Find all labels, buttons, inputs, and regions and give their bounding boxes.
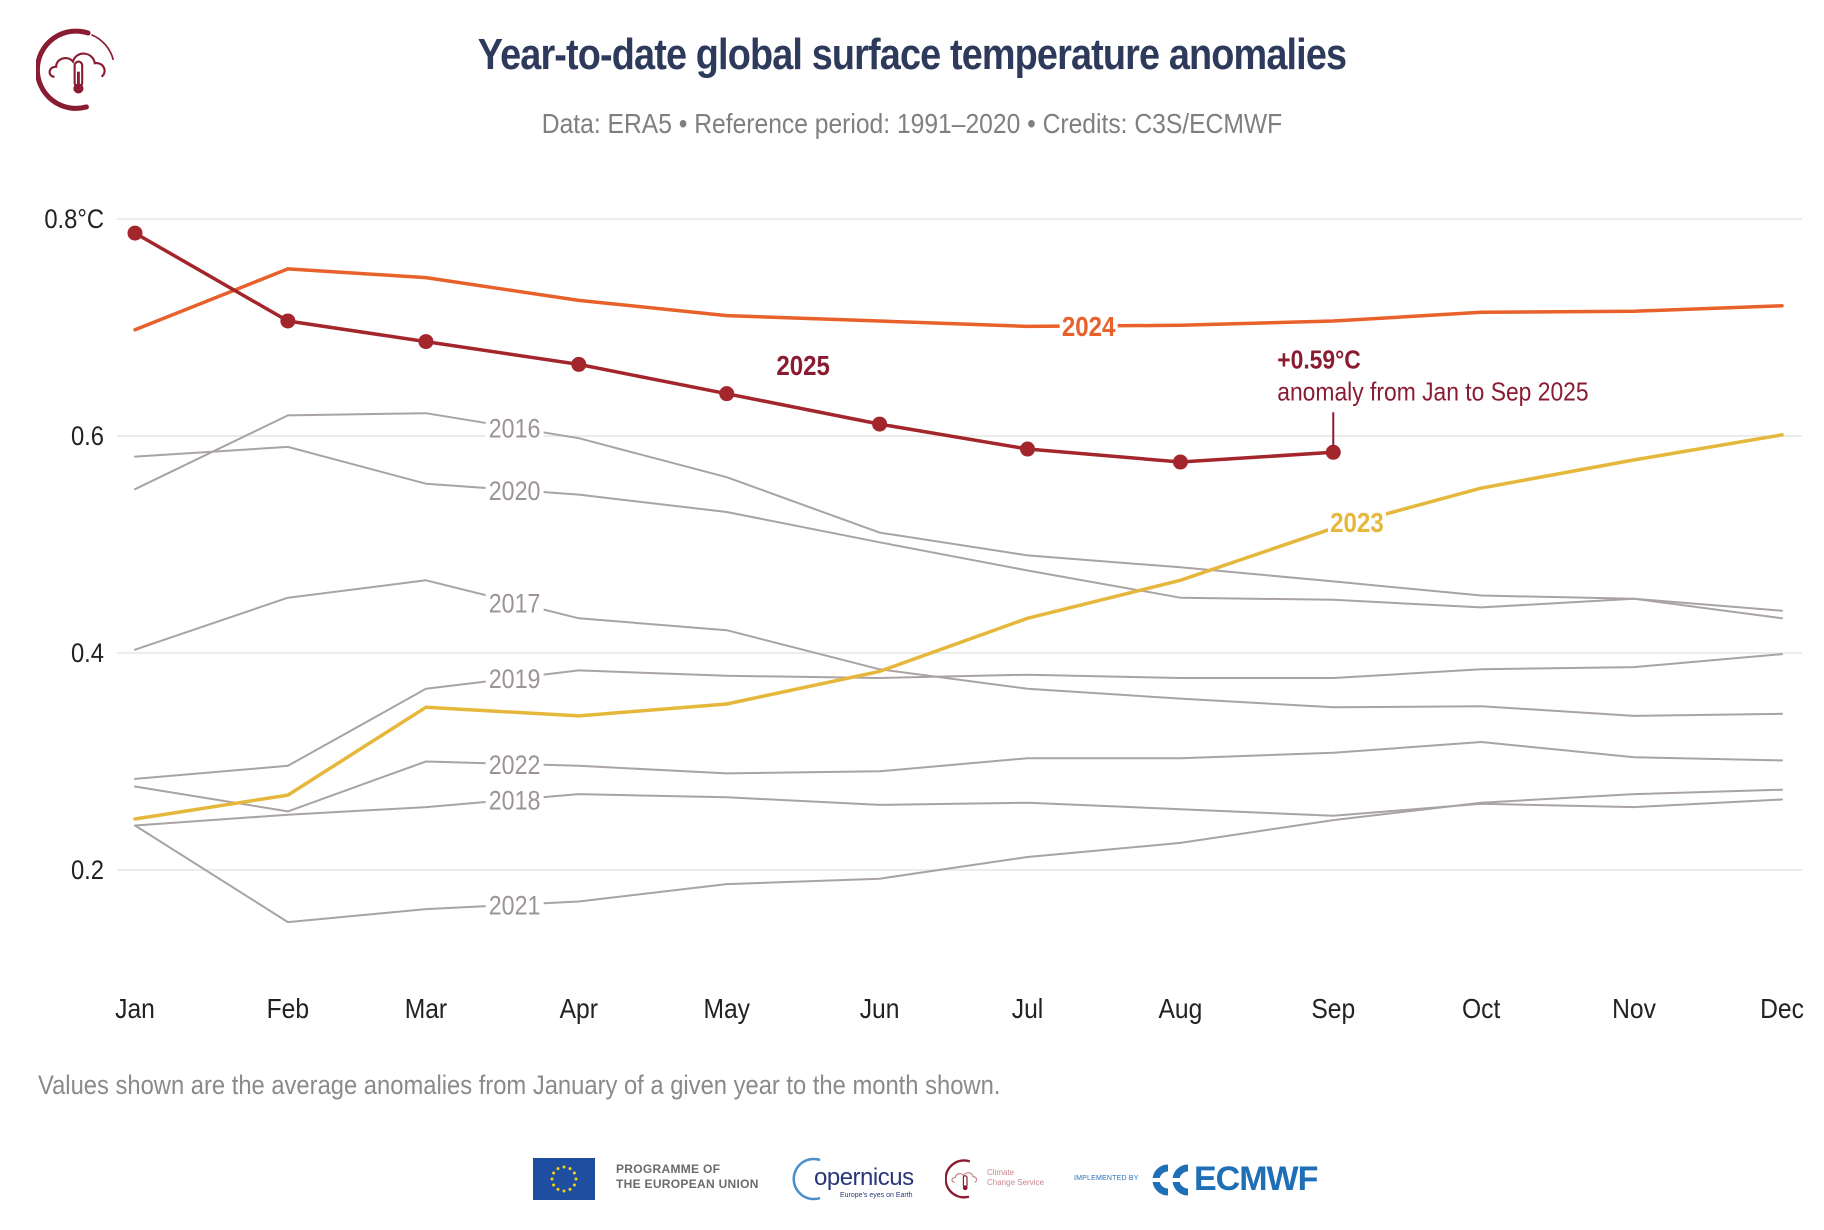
series-label-2021: 2021 (489, 891, 541, 921)
series-label-2023: 2023 (1330, 506, 1384, 538)
y-tick-label: 0.6 (71, 422, 104, 452)
series-label-2016: 2016 (489, 414, 541, 444)
y-tick-label: 0.2 (71, 856, 104, 886)
background-years (134, 412, 1783, 924)
footer-logos: PROGRAMME OF THE EUROPEAN UNION opernicu… (0, 1156, 1824, 1204)
series-label-2018: 2018 (489, 786, 541, 816)
ecmwf-wordmark: ECMWF (1194, 1160, 1318, 1198)
series-label-2024: 2024 (1062, 310, 1116, 342)
x-tick-label: Aug (1158, 993, 1202, 1025)
ecmwf-symbol-icon (1146, 1164, 1192, 1196)
series-label-bg-2022 (485, 749, 544, 780)
ecmwf-logo: ECMWF (1146, 1160, 1318, 1200)
data-point-2025 (418, 334, 434, 350)
series-label-bg-2018 (485, 784, 544, 815)
copernicus-wordmark: opernicus (814, 1164, 914, 1191)
series-label-bg-2016 (485, 412, 544, 443)
data-point-2025 (127, 225, 143, 241)
series-line-2020 (134, 445, 1783, 620)
series-label-bg-2024 (1059, 310, 1118, 341)
footnote: Values shown are the average anomalies f… (38, 1070, 1001, 1100)
series-label-2020: 2020 (489, 476, 541, 506)
chart-subtitle: Data: ERA5 • Reference period: 1991–2020… (541, 108, 1283, 139)
y-tick-label: 0.8°C (44, 205, 104, 235)
x-tick-label: Jun (860, 993, 900, 1025)
x-tick-label: Apr (560, 993, 599, 1025)
series-line-2019 (134, 653, 1783, 780)
y-axis: 0.2 0.4 0.6 0.8°C (44, 205, 104, 886)
chart-title: Year-to-date global surface temperature … (477, 30, 1347, 79)
annotation-value: +0.59°C (1277, 346, 1361, 375)
series-line-2017 (134, 579, 1783, 717)
series-label-bg-2019 (485, 663, 544, 694)
data-point-2025 (1020, 441, 1036, 457)
series-line-2024 (133, 267, 1784, 332)
x-tick-label: Feb (267, 993, 309, 1025)
line-chart: 0.2 0.4 0.6 0.8°C Jan Feb Mar Apr May Jun Jul Aug S… (44, 205, 1804, 1025)
eu-text-line2: THE EUROPEAN UNION (616, 1177, 759, 1191)
c3s-cloud-thermometer-icon (36, 28, 115, 111)
copernicus-logo: opernicus Europe's eyes on Earth (790, 1156, 914, 1202)
eu-programme-text: PROGRAMME OF THE EUROPEAN UNION (616, 1162, 759, 1192)
eu-text-line1: PROGRAMME OF (616, 1162, 721, 1176)
x-tick-label: Mar (405, 993, 448, 1025)
implemented-by-text: IMPLEMENTED BY (1074, 1175, 1139, 1182)
series-label-2025: 2025 (776, 349, 830, 381)
copernicus-arc-icon (792, 1157, 821, 1201)
data-point-2025 (1172, 454, 1188, 470)
c3s-text-line1: Climate (987, 1168, 1015, 1177)
data-point-2025 (571, 356, 587, 372)
highlighted-years (127, 225, 1784, 821)
series-label-bg-2023 (1327, 506, 1386, 537)
series-label-2019: 2019 (489, 665, 541, 695)
series-line-2022 (134, 741, 1783, 813)
copernicus-tagline: Europe's eyes on Earth (840, 1192, 913, 1199)
series-line-2021 (134, 788, 1783, 924)
x-tick-label: Dec (1760, 993, 1804, 1025)
x-tick-label: Jul (1012, 993, 1043, 1025)
x-axis: Jan Feb Mar Apr May Jun Jul Aug Sep Oct Nov Dec (115, 993, 1804, 1025)
series-label-bg-2021 (485, 889, 544, 920)
c3s-text-line2: Change Service (987, 1178, 1044, 1187)
series-line-2018 (134, 793, 1783, 827)
series-label-bg-2017 (485, 587, 544, 618)
series-line-2016 (134, 412, 1783, 612)
data-point-2025 (872, 416, 888, 432)
series-labels: 2016 2020 2017 2019 2022 2018 2021 2023 2024 2025 (485, 310, 1386, 921)
series-label-2017: 2017 (489, 589, 541, 619)
data-point-2025 (280, 313, 296, 329)
y-tick-label: 0.4 (71, 639, 104, 669)
data-point-2025 (719, 386, 735, 402)
series-line-2025 (133, 231, 1336, 464)
x-tick-label: May (703, 993, 750, 1025)
x-tick-label: Oct (1462, 993, 1501, 1025)
annotation: +0.59°C anomaly from Jan to Sep 2025 (1277, 346, 1589, 447)
c3s-text: Climate Change Service (987, 1168, 1044, 1188)
eu-flag-icon (533, 1158, 595, 1200)
data-point-2025 (1325, 444, 1341, 460)
x-tick-label: Sep (1311, 993, 1355, 1025)
series-line-2023 (133, 433, 1784, 821)
series-label-2022: 2022 (489, 750, 541, 780)
c3s-small-icon (944, 1159, 978, 1199)
series-label-bg-2020 (485, 475, 544, 506)
x-tick-label: Jan (115, 993, 155, 1025)
c3s-logo: Climate Change Service (944, 1156, 1055, 1202)
x-tick-label: Nov (1612, 993, 1657, 1025)
annotation-text: anomaly from Jan to Sep 2025 (1277, 378, 1588, 407)
